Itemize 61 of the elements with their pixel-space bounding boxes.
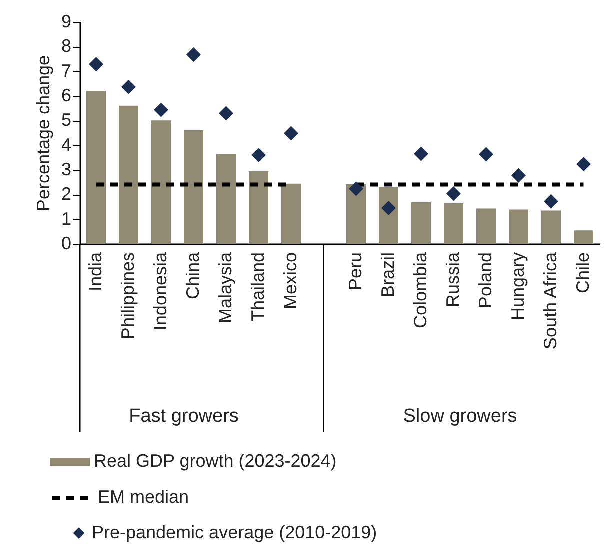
x-tick-label: Brazil <box>378 252 398 298</box>
point <box>154 102 168 118</box>
bar <box>444 204 464 244</box>
x-tick-label: Chile <box>572 252 593 294</box>
legend-label: EM median <box>98 487 190 507</box>
x-tick-label: India <box>85 252 106 292</box>
y-tick-label: 1 <box>61 208 72 229</box>
point <box>186 48 201 62</box>
bar <box>216 154 236 244</box>
point <box>414 146 428 162</box>
x-tick-label: Colombia <box>410 252 430 329</box>
x-tick-label: Hungary <box>508 252 528 321</box>
bar <box>86 91 106 244</box>
x-tick-label: China <box>182 252 203 300</box>
point <box>122 80 136 94</box>
y-tick-label: 9 <box>61 12 72 32</box>
point <box>544 194 558 209</box>
y-tick-label: 2 <box>61 184 72 204</box>
bar <box>152 120 171 244</box>
y-tick-label: 3 <box>61 160 72 180</box>
bar <box>542 210 561 244</box>
y-tick-label: 6 <box>61 86 72 106</box>
y-axis-title: Percentage change <box>33 55 54 212</box>
bar <box>184 130 204 244</box>
y-tick-label: 0 <box>61 234 72 254</box>
x-tick-label: Poland <box>475 252 496 309</box>
legend-label: Pre-pandemic average (2010-2019) <box>92 522 378 542</box>
x-tick-label: Russia <box>442 252 463 308</box>
point <box>479 147 494 162</box>
point <box>284 126 298 141</box>
bar <box>249 171 268 244</box>
bar <box>119 106 138 244</box>
point <box>89 57 104 72</box>
point <box>512 168 526 183</box>
bar <box>509 210 528 244</box>
point <box>446 186 461 202</box>
legend-label: Real GDP growth (2023-2024) <box>94 451 337 471</box>
text: Slow growers <box>403 406 518 427</box>
bar <box>574 230 594 244</box>
y-tick-label: 4 <box>61 134 72 155</box>
x-tick-label: Philippines <box>118 252 138 340</box>
point <box>219 106 234 121</box>
point <box>252 148 266 162</box>
bar <box>412 202 431 244</box>
y-tick-label: 5 <box>61 110 72 130</box>
x-tick-label: Indonesia <box>150 252 170 331</box>
point <box>349 182 364 196</box>
bar <box>379 188 398 244</box>
point <box>576 157 591 172</box>
x-tick-label: Mexico <box>280 252 300 310</box>
y-tick-label: 8 <box>61 36 72 56</box>
bar <box>346 184 366 244</box>
x-tick-label: Thailand <box>248 252 268 322</box>
x-tick-label: Peru <box>345 252 366 291</box>
x-tick-label: Malaysia <box>215 252 236 324</box>
bar <box>282 184 301 244</box>
point <box>382 200 396 216</box>
y-tick-label: 7 <box>61 60 72 81</box>
x-tick-label: South Africa <box>540 252 560 350</box>
bar <box>476 208 496 244</box>
text: Fast growers <box>129 406 239 427</box>
